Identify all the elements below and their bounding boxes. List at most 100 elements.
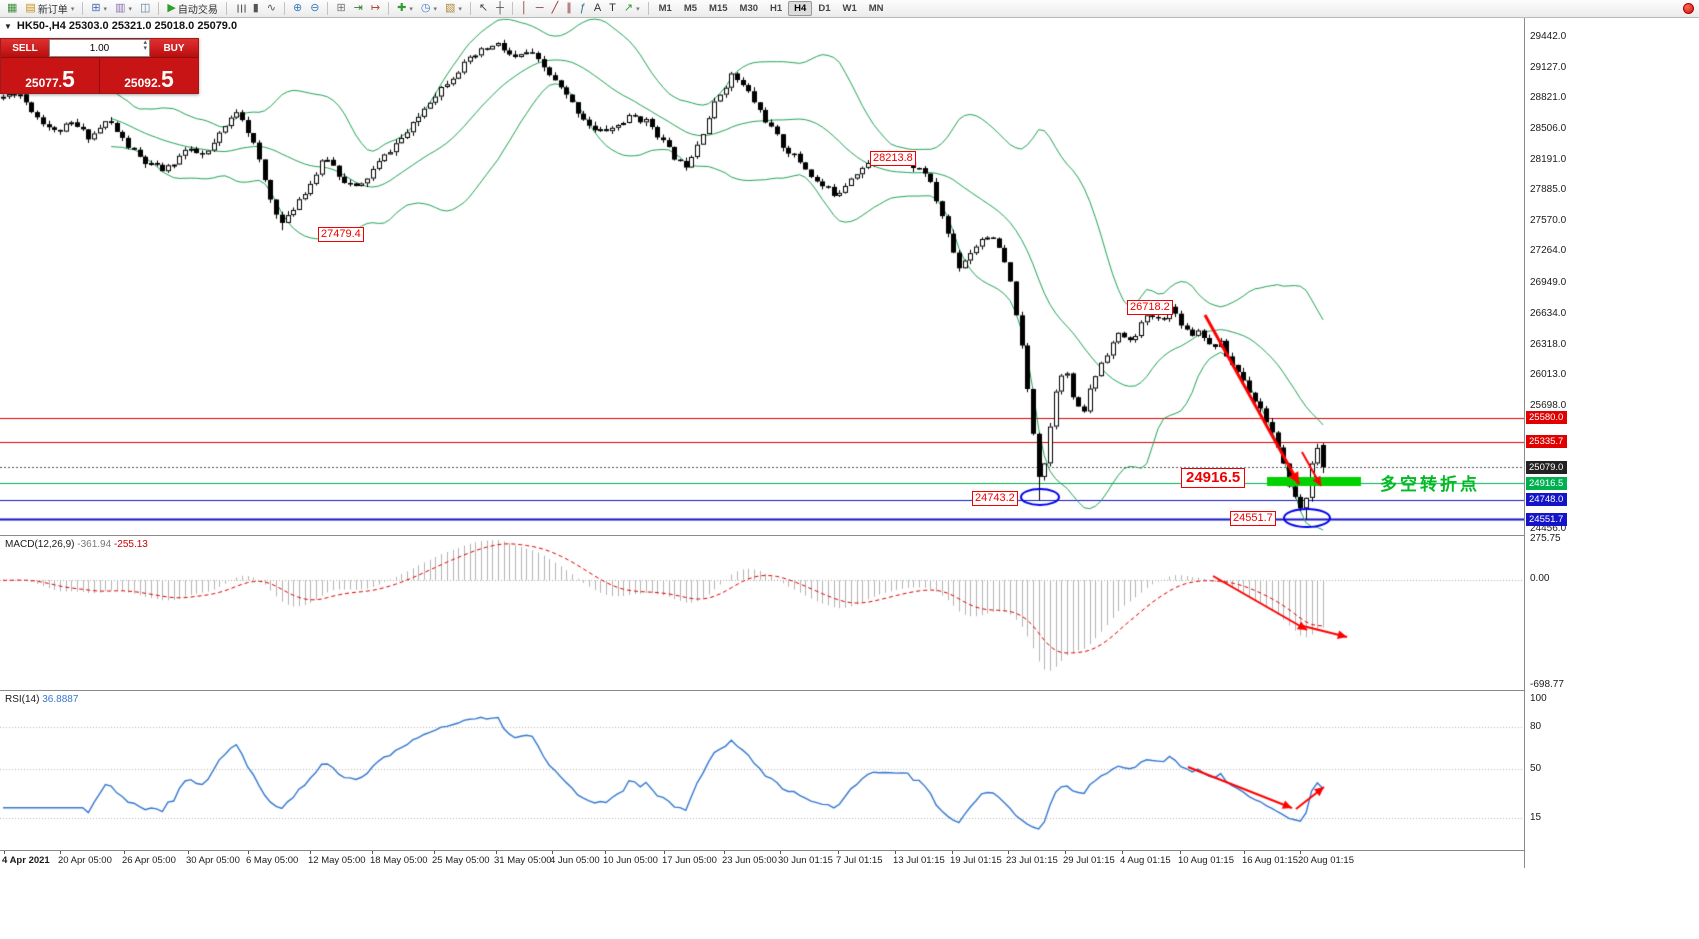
new-chart-button[interactable]: ⊞ ▾ [87, 1, 111, 16]
time-tick-label: 12 May 05:00 [308, 855, 366, 866]
time-tick-mark [895, 851, 896, 854]
label-tool-button[interactable]: T [605, 1, 620, 16]
indicators-icon: ✚ [397, 2, 407, 14]
time-tick-label: 20 Apr 05:00 [58, 855, 112, 866]
indicators-button[interactable]: ✚ ▾ [393, 1, 417, 16]
channel-button[interactable]: ∥ [562, 1, 576, 16]
price-tick-label: 26318.0 [1530, 338, 1567, 350]
time-tick-label: 23 Jul 01:15 [1006, 855, 1058, 866]
time-axis[interactable]: 4 Apr 2021 20 Apr 05:00 26 Apr 05:00 30 Apr… [0, 851, 1524, 869]
candlestick-button[interactable]: ▮ [249, 1, 263, 16]
autotrading-icon: ▶ [167, 2, 176, 14]
time-tick-label: 26 Apr 05:00 [122, 855, 176, 866]
periods-button[interactable]: ◷ ▾ [417, 1, 441, 16]
price-annotation-label[interactable]: 27479.4 [318, 227, 364, 242]
rsi-scale-label: 80 [1530, 721, 1542, 732]
text-tool-button[interactable]: A [590, 1, 605, 16]
templates-icon: ▧ [444, 2, 456, 14]
sell-button[interactable]: SELL [1, 39, 49, 57]
bar-chart-icon: ☰ [234, 3, 247, 14]
price-annotation-label[interactable]: 24551.7 [1230, 511, 1276, 526]
timeframe-m30-button[interactable]: M30 [739, 3, 759, 14]
time-tick-label: 13 Jul 01:15 [893, 855, 945, 866]
timeframe-w1-button[interactable]: W1 [842, 3, 857, 14]
time-tick-mark [952, 851, 953, 854]
toolbar: ▦ ▤ 新订单 ▾ ⊞ ▾ ▥ ▾ ◫ ▶ 自动交易 ☰ ▮ ∿ ⊕ ⊖ ⊞ ⇥ ↦ ✚ ▾ ◷ ▾ ▧ ▾ ↖ ┼ │ ─ ╱ ∥ ƒ A T ↗… [0, 0, 1699, 18]
time-tick-mark [434, 851, 435, 854]
rsi-canvas[interactable] [0, 691, 1524, 850]
time-tick-mark [1244, 851, 1245, 854]
price-big-digit: 5 [160, 66, 174, 92]
time-tick-mark [664, 851, 665, 854]
turning-point-note[interactable]: 多空转折点 [1380, 475, 1480, 494]
volume-down-icon[interactable]: ▾ [143, 45, 147, 52]
volume-up-icon[interactable]: ▴ [143, 39, 147, 46]
chart-shift-button[interactable]: ↦ [367, 1, 384, 16]
time-tick-mark [124, 851, 125, 854]
time-tick-label: 4 Jun 05:00 [550, 855, 600, 866]
volume-field[interactable]: 1.00 ▴ ▾ [49, 39, 150, 57]
charts-button[interactable]: ▦ [3, 1, 21, 16]
trendline-button[interactable]: ╱ [548, 1, 563, 16]
new-chart-icon: ⊞ [91, 2, 101, 14]
bar-chart-button[interactable]: ☰ [231, 1, 249, 16]
timeframe-m5-button[interactable]: M5 [683, 3, 698, 14]
timeframe-m1-button[interactable]: M1 [658, 3, 672, 14]
notification-icon[interactable] [1683, 3, 1694, 14]
vline-button[interactable]: │ [517, 1, 532, 16]
hline-button[interactable]: ─ [532, 1, 548, 16]
timeframe-d1-button[interactable]: D1 [818, 3, 831, 14]
time-tick-mark [838, 851, 839, 854]
timeframe-h4-button[interactable]: H4 [788, 1, 813, 16]
terminal-button[interactable]: ◫ [136, 1, 154, 16]
arrows-icon: ↗ [623, 2, 634, 14]
templates-button[interactable]: ▧ ▾ [441, 1, 466, 16]
chevron-down-icon: ▾ [409, 5, 413, 13]
macd-name: MACD(12,26,9) [5, 539, 75, 550]
macd-canvas[interactable] [0, 536, 1524, 690]
crosshair-button[interactable]: ┼ [492, 1, 508, 16]
autotrading-button[interactable]: ▶ 自动交易 [163, 1, 221, 17]
rsi-value: 36.8887 [42, 694, 79, 705]
crosshair-icon: ┼ [496, 2, 504, 14]
main-chart-canvas[interactable] [0, 18, 1524, 535]
price-tick-label: 26013.0 [1530, 368, 1567, 380]
price-annotation-label[interactable]: 26718.2 [1127, 300, 1173, 315]
cursor-button[interactable]: ↖ [475, 1, 492, 16]
buy-button[interactable]: BUY [150, 39, 198, 57]
timeframe-mn-button[interactable]: MN [868, 3, 884, 14]
new-order-icon: ▤ [25, 2, 36, 14]
time-tick-label: 4 Apr 2021 [2, 855, 50, 866]
rsi-scale-label: 50 [1530, 763, 1542, 774]
price-tick-label: 28821.0 [1530, 91, 1567, 103]
zoom-out-button[interactable]: ⊖ [306, 1, 323, 16]
timeframe-m15-button[interactable]: M15 [709, 3, 728, 14]
price-tick-label: 26634.0 [1530, 307, 1567, 319]
auto-scroll-button[interactable]: ⇥ [350, 1, 367, 16]
panel-separator[interactable] [0, 690, 1699, 691]
price-annotation-label[interactable]: 24743.2 [972, 491, 1018, 506]
text-icon: A [593, 2, 602, 14]
sell-price[interactable]: 25077. 5 [1, 58, 100, 93]
panel-separator[interactable] [0, 535, 1699, 536]
price-axis[interactable]: 29442.0 29127.0 28821.0 28506.0 28191.0 27885… [1524, 18, 1699, 868]
buy-price[interactable]: 25092. 5 [100, 58, 198, 93]
timeframe-h1-button[interactable]: H1 [770, 3, 783, 14]
fibonacci-button[interactable]: ƒ [576, 1, 590, 16]
oneclick-collapse-icon[interactable]: ▼ [4, 21, 12, 31]
price-tick-label: 24456.0 [1530, 522, 1567, 534]
line-chart-button[interactable]: ∿ [263, 1, 280, 16]
price-annotation-label[interactable]: 24916.5 [1181, 468, 1246, 488]
arrows-tool-button[interactable]: ↗ ▾ [620, 1, 644, 16]
profiles-button[interactable]: ▥ ▾ [111, 1, 136, 16]
tile-windows-button[interactable]: ⊞ [332, 1, 349, 16]
line-chart-icon: ∿ [266, 2, 277, 14]
zoom-in-button[interactable]: ⊕ [289, 1, 306, 16]
toolbar-buttons: ▦ ▤ 新订单 ▾ ⊞ ▾ ▥ ▾ ◫ ▶ 自动交易 ☰ ▮ ∿ ⊕ ⊖ ⊞ ⇥ ↦ ✚ ▾ ◷ ▾ ▧ ▾ ↖ ┼ │ ─ ╱ ∥ ƒ A T ↗… [3, 1, 644, 16]
new-order-button[interactable]: ▤ 新订单 ▾ [21, 1, 78, 17]
timeframe-bar: M1 M5 M15 M30 H1 H4 D1 W1 MN [653, 1, 890, 16]
time-tick-mark [372, 851, 373, 854]
price-level-tag: 25335.7 [1526, 435, 1568, 449]
price-annotation-label[interactable]: 28213.8 [870, 151, 916, 166]
price-level-tag: 24551.7 [1526, 512, 1568, 526]
